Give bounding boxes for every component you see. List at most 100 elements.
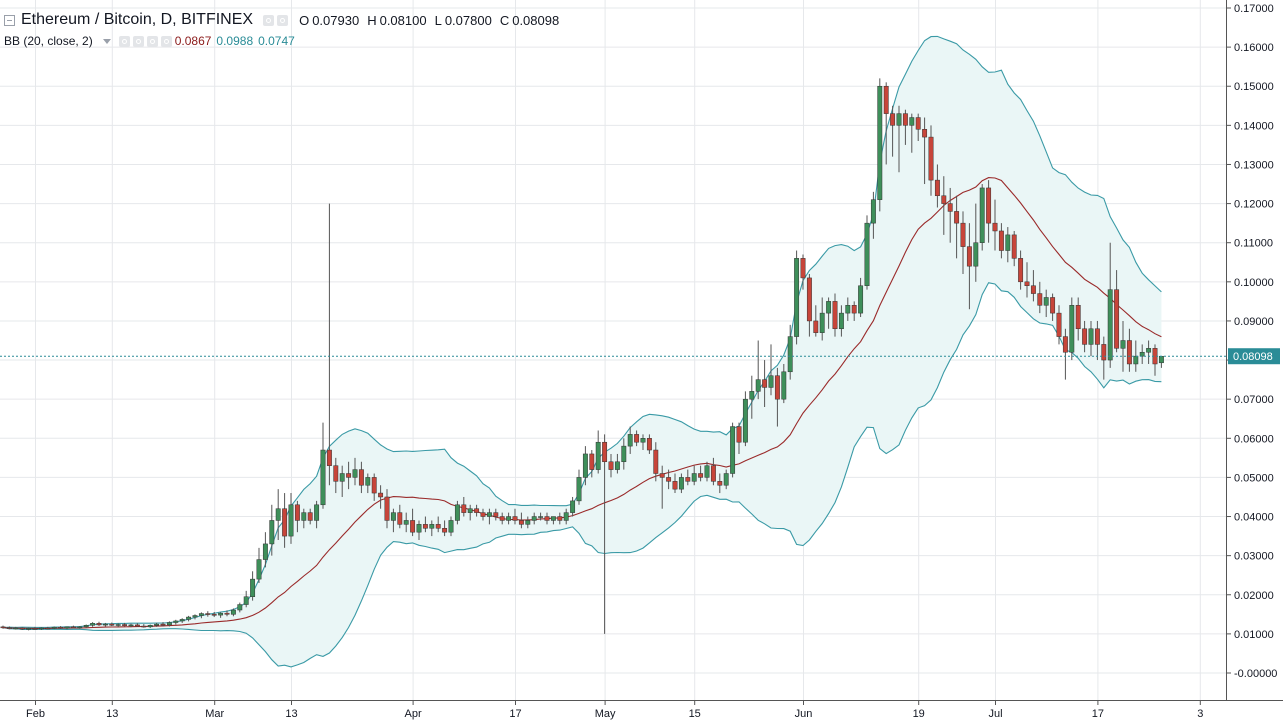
candle	[179, 618, 185, 623]
candle	[442, 520, 448, 537]
candle-body	[371, 477, 377, 494]
collapse-icon[interactable]	[4, 14, 15, 26]
candle	[186, 615, 192, 622]
x-tick-label: Apr	[405, 708, 422, 720]
candle	[211, 611, 217, 618]
candle-body	[13, 627, 19, 630]
eye-icon[interactable]	[118, 35, 130, 47]
candle	[1050, 293, 1056, 321]
candle-body	[358, 469, 364, 486]
candle	[768, 344, 774, 396]
candle-body	[1133, 355, 1139, 365]
candle-body	[378, 492, 384, 498]
candle	[6, 626, 12, 630]
close-icon[interactable]	[160, 35, 172, 47]
candle	[83, 624, 89, 629]
candle	[774, 367, 780, 427]
candle	[288, 493, 294, 544]
candle-body	[154, 623, 160, 626]
candle-body	[640, 438, 646, 443]
candle	[666, 469, 672, 490]
candle	[26, 627, 32, 631]
candle	[1114, 270, 1120, 353]
candle	[32, 626, 38, 630]
candle	[256, 547, 262, 584]
candle-body	[230, 609, 236, 615]
candle-body	[1005, 234, 1011, 251]
candle	[371, 473, 377, 501]
candle-body	[19, 627, 25, 630]
candle	[70, 625, 76, 629]
candle-body	[237, 604, 243, 611]
candle-body	[800, 258, 806, 279]
candle	[346, 461, 352, 490]
candle	[749, 375, 755, 419]
indicator-name: BB (20, close, 2)	[4, 34, 93, 48]
candle-body	[845, 305, 851, 314]
candle	[243, 590, 249, 608]
bb-fill	[3, 36, 1162, 667]
candle	[384, 489, 390, 529]
candle-body	[870, 199, 876, 224]
candle-body	[1043, 297, 1049, 306]
eye-icon[interactable]	[263, 14, 275, 26]
candle-body	[806, 277, 812, 322]
candle-body	[570, 500, 576, 513]
candle-body	[864, 222, 870, 286]
candle-body	[480, 512, 486, 517]
x-tick-label: 17	[1092, 708, 1104, 720]
candle-body	[1114, 289, 1120, 349]
candle	[115, 623, 121, 627]
candle	[64, 626, 70, 630]
candle	[250, 571, 256, 601]
chevron-down-icon[interactable]	[102, 38, 111, 44]
candle-body	[934, 179, 940, 197]
candle-body	[422, 524, 428, 529]
candle	[531, 512, 537, 525]
close-label: C	[499, 12, 510, 28]
candle-body	[582, 453, 588, 478]
candle-body	[122, 624, 128, 626]
candle-body	[698, 473, 704, 478]
candle	[525, 516, 531, 529]
candle	[230, 608, 236, 617]
bb-lower-line	[2, 282, 1162, 668]
candle	[499, 512, 505, 525]
candle	[557, 512, 563, 525]
candle-body	[550, 516, 556, 521]
candle	[282, 493, 288, 548]
candle	[838, 305, 844, 337]
candle	[608, 453, 614, 478]
candle	[448, 516, 454, 537]
candle-body	[160, 623, 166, 626]
y-tick-label: 0.07000	[1234, 394, 1274, 406]
candle-body	[992, 222, 998, 232]
candle	[262, 532, 268, 568]
candle	[205, 611, 211, 617]
candle-body	[909, 117, 915, 126]
candle-body	[1037, 293, 1043, 306]
gear-icon[interactable]	[277, 14, 289, 26]
candle	[237, 602, 243, 613]
candle-body	[781, 371, 787, 400]
candle-body	[576, 477, 582, 502]
candle	[134, 623, 140, 627]
candle	[480, 508, 486, 521]
candle	[800, 254, 806, 290]
candle-body	[666, 477, 672, 482]
candle-body	[173, 620, 179, 623]
candles[interactable]	[0, 78, 1164, 634]
gear-icon[interactable]	[132, 35, 144, 47]
plus-icon[interactable]	[146, 35, 158, 47]
candle	[595, 430, 601, 474]
candle-body	[1088, 328, 1094, 345]
x-tick-label: 13	[285, 708, 297, 720]
candle	[678, 473, 684, 494]
candle-body	[819, 312, 825, 333]
symbol-legend: Ethereum / Bitcoin, D, BITFINEX O 0.0793…	[4, 11, 559, 29]
candle-body	[851, 305, 857, 314]
candle	[794, 250, 800, 345]
y-tick-label: 0.11000	[1234, 238, 1273, 250]
candle	[307, 508, 313, 525]
